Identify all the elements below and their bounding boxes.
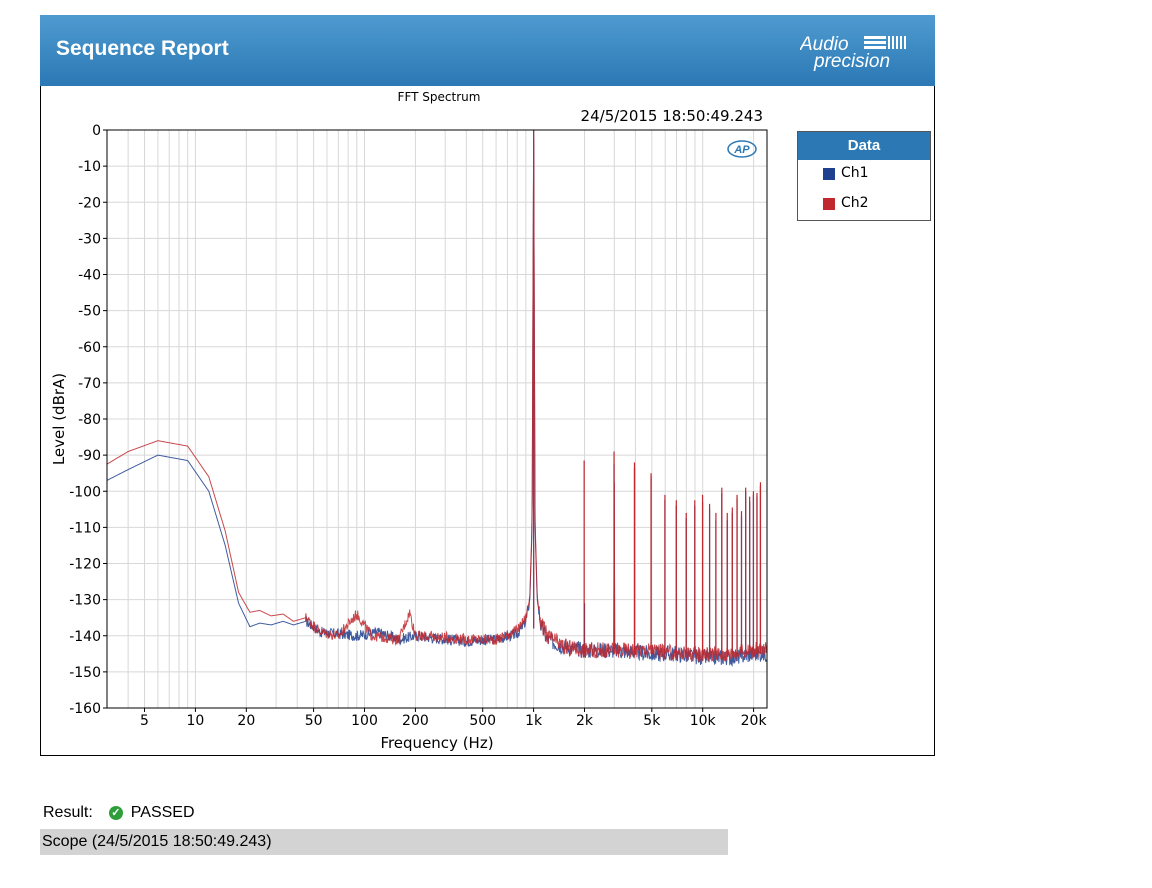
chart-title: FFT Spectrum bbox=[398, 90, 481, 104]
y-tick-label: -140 bbox=[69, 629, 101, 645]
report-header: Sequence Report Audio precision bbox=[40, 15, 935, 86]
grid bbox=[106, 129, 767, 709]
audio-precision-logo: Audio precision bbox=[800, 34, 906, 72]
y-tick-label: -100 bbox=[69, 484, 101, 500]
x-tick-label: 10 bbox=[187, 713, 205, 729]
page-title: Sequence Report bbox=[56, 37, 229, 60]
legend-label-ch1: Ch1 bbox=[841, 165, 869, 181]
x-tick-label: 5 bbox=[140, 713, 149, 729]
y-tick-labels: 0 -10 -20 -30 -40 -50 -60 -70 -80 -90 -100 -110 -120… bbox=[69, 123, 107, 717]
legend-label-ch2: Ch2 bbox=[841, 195, 869, 211]
legend-swatch-ch1 bbox=[823, 168, 835, 180]
scope-bar: Scope (24/5/2015 18:50:49.243) bbox=[40, 829, 728, 855]
y-tick-label: -10 bbox=[78, 159, 101, 175]
y-tick-label: -110 bbox=[69, 520, 101, 536]
result-line: Result: ✓ PASSED bbox=[43, 804, 195, 822]
legend-item-ch2[interactable]: Ch2 bbox=[798, 190, 930, 220]
ap-watermark-icon: AP bbox=[727, 140, 757, 158]
logo-bars-icon bbox=[864, 36, 906, 49]
y-tick-label: -160 bbox=[69, 701, 101, 717]
x-tick-label: 100 bbox=[351, 713, 378, 729]
chart-legend: Data Ch1 Ch2 bbox=[797, 131, 931, 221]
y-tick-label: -30 bbox=[78, 231, 101, 247]
y-tick-label: -50 bbox=[78, 304, 101, 320]
series-line-ch1 bbox=[106, 138, 768, 667]
chart-timestamp: 24/5/2015 18:50:49.243 bbox=[581, 107, 763, 125]
y-tick-label: -70 bbox=[78, 376, 101, 392]
y-tick-label: -130 bbox=[69, 593, 101, 609]
series-line-ch2 bbox=[106, 138, 768, 662]
x-tick-label: 50 bbox=[305, 713, 323, 729]
x-tick-label: 200 bbox=[402, 713, 429, 729]
y-tick-label: -150 bbox=[69, 665, 101, 681]
legend-title: Data bbox=[798, 132, 930, 160]
svg-text:AP: AP bbox=[733, 144, 750, 156]
x-tick-labels: 5 10 20 50 100 200 500 1k 2k 5k 10k 20k bbox=[140, 708, 767, 729]
result-status: PASSED bbox=[130, 804, 195, 821]
legend-swatch-ch2 bbox=[823, 198, 835, 210]
y-tick-label: -120 bbox=[69, 557, 101, 573]
fft-spectrum-chart: 0 -10 -20 -30 -40 -50 -60 -70 -80 -90 -100 -110 -120… bbox=[50, 90, 768, 752]
y-tick-label: -20 bbox=[78, 195, 101, 211]
x-tick-label: 5k bbox=[643, 713, 661, 729]
x-tick-label: 500 bbox=[469, 713, 496, 729]
y-tick-label: -90 bbox=[78, 448, 101, 464]
y-tick-label: -40 bbox=[78, 268, 101, 284]
x-tick-label: 1k bbox=[525, 713, 543, 729]
legend-item-ch1[interactable]: Ch1 bbox=[798, 160, 930, 190]
logo-text-top: Audio bbox=[800, 34, 849, 55]
x-tick-label: 20 bbox=[237, 713, 255, 729]
chart-frame: 0 -10 -20 -30 -40 -50 -60 -70 -80 -90 -100 -110 -120… bbox=[40, 86, 935, 756]
logo-text-bottom: precision bbox=[813, 51, 890, 72]
check-icon: ✓ bbox=[108, 806, 123, 820]
x-tick-label: 10k bbox=[690, 713, 717, 729]
y-tick-label: -60 bbox=[78, 340, 101, 356]
result-label: Result: bbox=[43, 804, 93, 821]
series-lines bbox=[106, 130, 768, 667]
y-tick-label: -80 bbox=[78, 412, 101, 428]
x-tick-label: 20k bbox=[741, 713, 768, 729]
x-axis-label: Frequency (Hz) bbox=[380, 734, 493, 752]
y-tick-label: 0 bbox=[92, 123, 101, 139]
x-tick-label: 2k bbox=[576, 713, 594, 729]
y-axis-label: Level (dBrA) bbox=[50, 373, 68, 465]
